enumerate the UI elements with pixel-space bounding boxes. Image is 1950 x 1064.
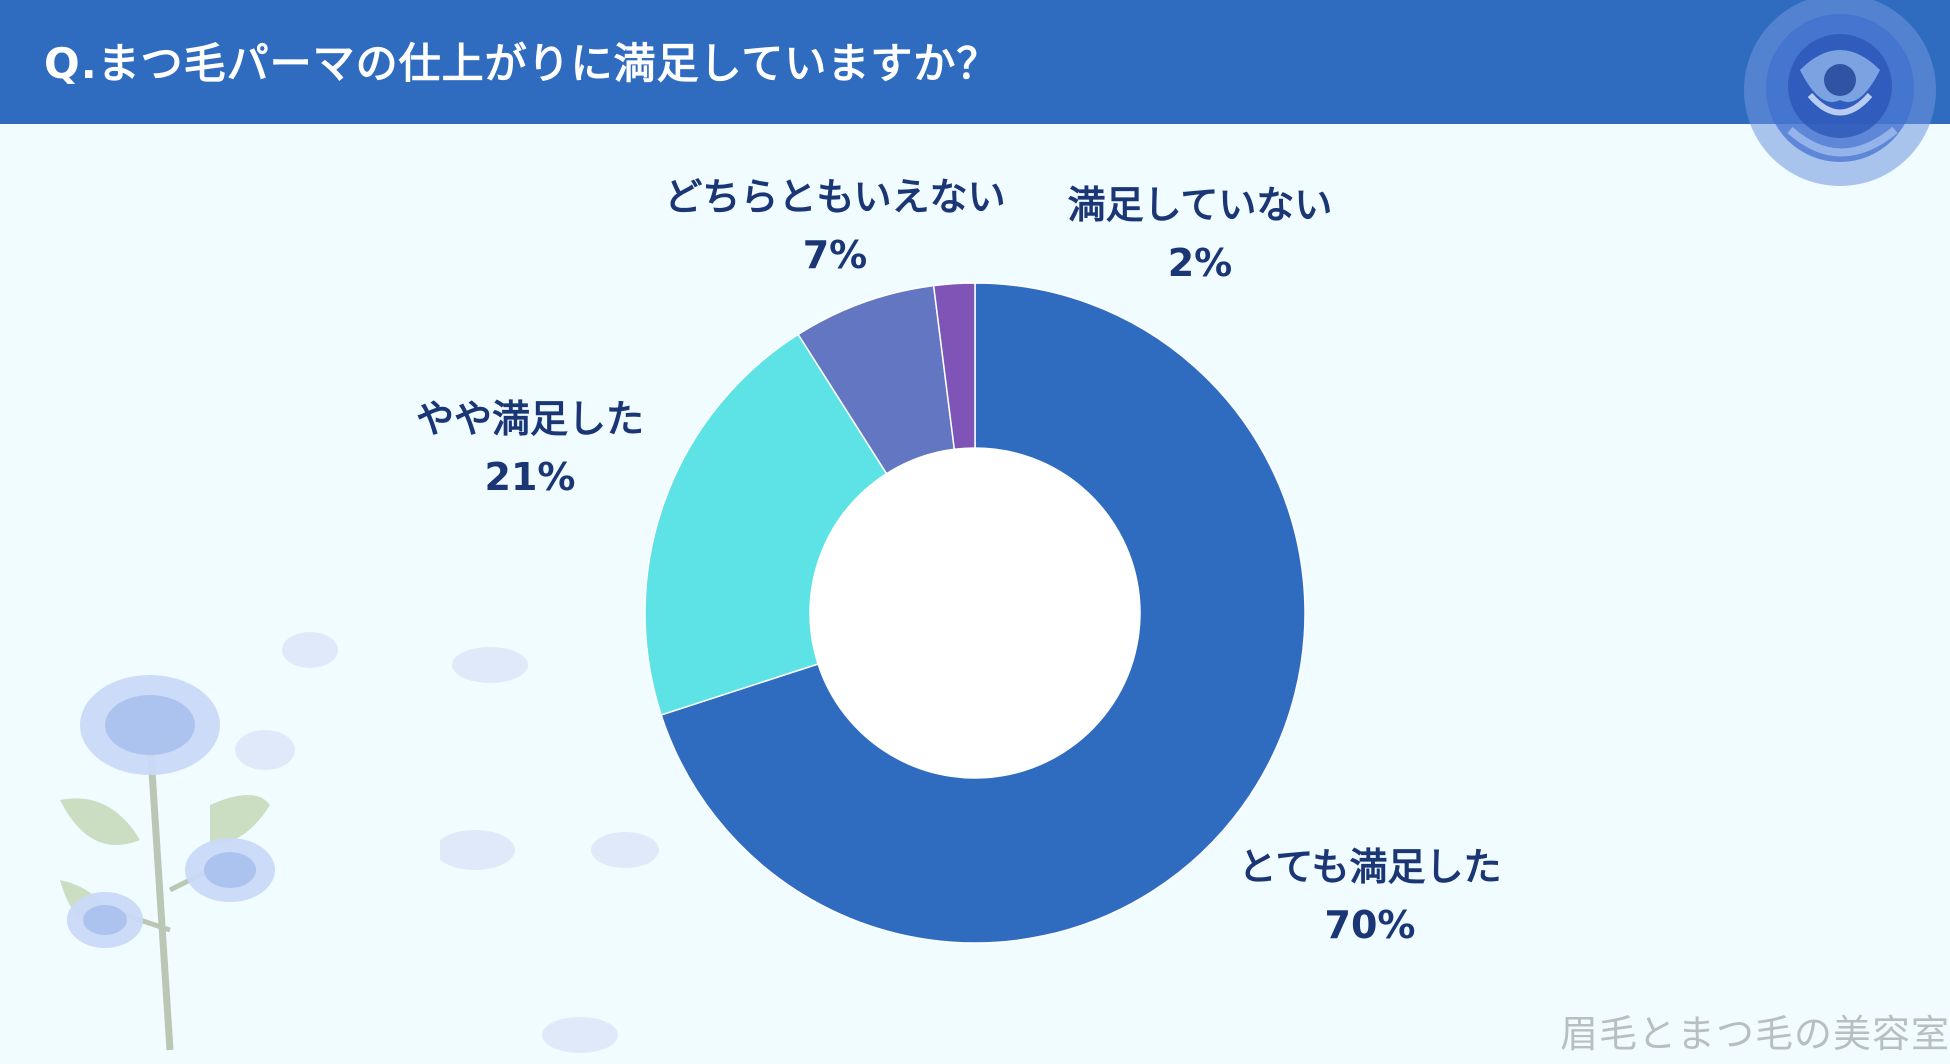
flower-decoration-icon	[60, 632, 338, 1051]
slice-label-text: 満足していない	[1067, 183, 1333, 227]
label-slice-somewhat-satisfied: やや満足した 21%	[380, 390, 680, 506]
slice-label-text: やや満足した	[415, 397, 644, 441]
slice-value-text: 2%	[1167, 241, 1233, 285]
slice-label-text: どちらともいえない	[664, 175, 1006, 219]
label-slice-neutral: どちらともいえない 7%	[630, 168, 1040, 284]
label-slice-very-satisfied: とても満足した 70%	[1220, 838, 1520, 954]
label-slice-not-satisfied: 満足していない 2%	[1040, 176, 1360, 292]
petal-decoration-icon	[440, 647, 659, 1053]
watermark-text: 眉毛とまつ毛の美容室	[1559, 1012, 1950, 1056]
rose-decoration-icon	[1744, 0, 1936, 186]
donut-hole	[810, 448, 1140, 778]
slice-value-text: 21%	[484, 455, 576, 499]
slice-value-text: 70%	[1324, 903, 1416, 947]
slice-value-text: 7%	[802, 233, 868, 277]
header-bar: Q.まつ毛パーマの仕上がりに満足していますか？	[0, 0, 1950, 124]
slice-label-text: とても満足した	[1238, 845, 1502, 889]
page-title: Q.まつ毛パーマの仕上がりに満足していますか？	[44, 39, 1000, 88]
